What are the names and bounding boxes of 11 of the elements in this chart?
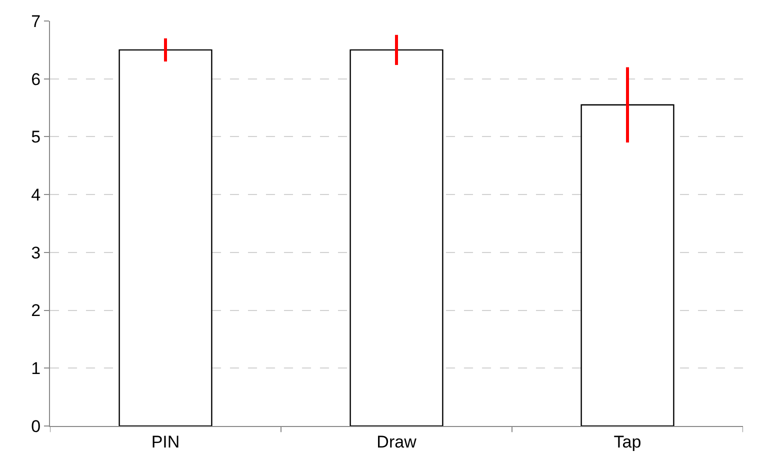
y-tick-label: 5 [31, 128, 41, 147]
y-tick-label: 1 [31, 359, 41, 378]
x-tick-label: Tap [614, 432, 642, 452]
y-tick-label: 2 [31, 301, 41, 320]
y-tick-label: 0 [31, 416, 41, 436]
y-tick-label: 7 [31, 12, 41, 31]
x-tick-label: Draw [376, 432, 418, 452]
x-tick-label: PIN [151, 432, 180, 452]
y-tick-label: 6 [31, 70, 41, 89]
y-tick-label: 3 [31, 243, 41, 262]
y-tick-label: 4 [31, 186, 41, 205]
